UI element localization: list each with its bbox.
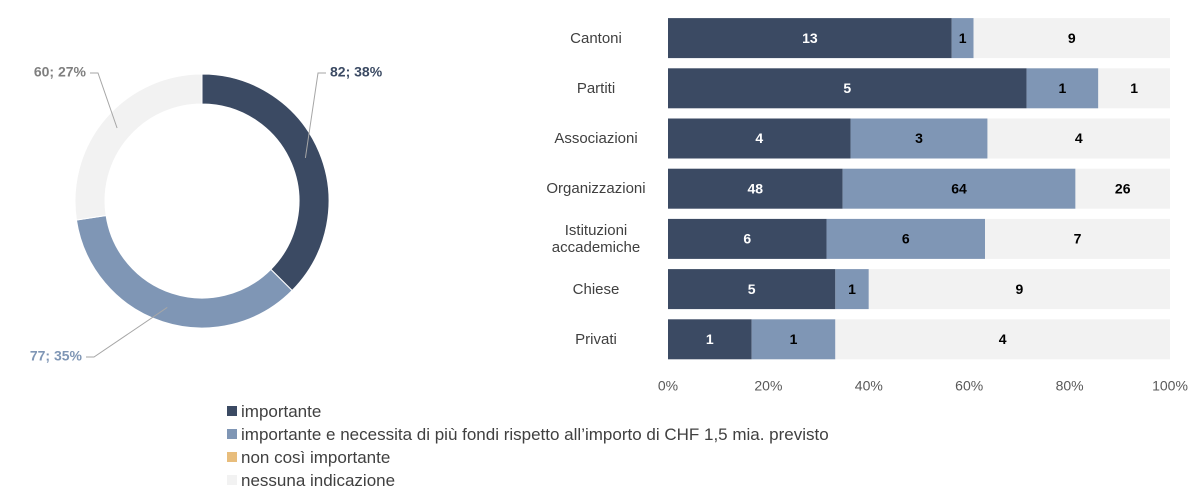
bar-segment: [668, 269, 836, 310]
x-tick-label: 20%: [754, 378, 782, 394]
bar-segment: [668, 319, 752, 360]
data-label: 4: [999, 331, 1007, 347]
bar-segment: [826, 218, 986, 259]
data-label: 6: [743, 231, 751, 247]
bar-segment: [985, 218, 1170, 259]
donut-slice: [75, 214, 293, 329]
data-label: 1: [706, 331, 714, 347]
bar-segment: [973, 18, 1170, 59]
y-tick-label: Cantoni: [570, 29, 622, 47]
bar-segment: [850, 118, 988, 159]
data-label: 60; 27%: [34, 64, 87, 80]
data-label: 9: [1016, 281, 1024, 297]
data-label: 1: [1059, 80, 1067, 96]
x-tick-label: 60%: [955, 378, 983, 394]
y-tick-label: Associazioni: [554, 130, 638, 147]
data-label: 13: [802, 30, 818, 46]
data-label: 5: [748, 281, 756, 297]
bar-segment: [668, 168, 843, 209]
legend-label: non così importante: [241, 448, 391, 467]
data-label: 1: [1130, 80, 1138, 96]
legend-label: importante e necessita di più fondi risp…: [241, 425, 829, 444]
legend-swatch: [227, 429, 237, 439]
leader-line: [304, 72, 326, 159]
data-label: 4: [1075, 130, 1083, 146]
x-tick-label: 100%: [1152, 378, 1188, 394]
data-label: 1: [848, 281, 856, 297]
legend-item: importante: [227, 403, 321, 421]
data-label: 82; 38%: [330, 64, 383, 80]
y-tick-label: Organizzazioni: [546, 180, 646, 198]
legend-swatch: [227, 406, 237, 416]
y-tick-label: Istituzioni accademiche: [551, 221, 641, 256]
x-tick-label: 80%: [1056, 378, 1084, 394]
legend-item: non così importante: [227, 449, 390, 467]
bar-segment: [842, 168, 1076, 209]
donut-slice: [201, 73, 330, 292]
bar-segment: [668, 218, 827, 259]
bar-segment: [951, 18, 974, 59]
data-label: 1: [959, 30, 967, 46]
bar-segment: [868, 269, 1170, 310]
data-label: 3: [915, 130, 923, 146]
bar-segment: [1075, 168, 1170, 209]
data-label: 6: [902, 231, 910, 247]
x-tick-label: 40%: [855, 378, 883, 394]
bar-segment: [1098, 68, 1170, 109]
data-label: 4: [755, 130, 763, 146]
y-tick-label: Partiti: [576, 79, 616, 97]
donut-slice: [74, 73, 203, 221]
legend-item: nessuna indicazione: [227, 472, 395, 488]
bar-segment: [835, 269, 869, 310]
bar-segment: [668, 68, 1027, 109]
leader-line: [86, 307, 168, 358]
legend-swatch: [227, 475, 237, 485]
bar-segment: [835, 319, 1170, 360]
bar-segment: [1026, 68, 1099, 109]
bar-segment: [668, 118, 851, 159]
leader-line: [90, 72, 118, 129]
data-label: 5: [843, 80, 851, 96]
data-label: 26: [1115, 180, 1131, 196]
data-label: 9: [1068, 30, 1076, 46]
legend-item: importante e necessita di più fondi risp…: [227, 426, 829, 444]
legend-label: nessuna indicazione: [241, 471, 396, 488]
y-tick-label: Chiese: [572, 280, 620, 298]
data-label: 48: [748, 180, 764, 196]
legend-label: importante: [241, 402, 322, 421]
x-tick-label: 0%: [658, 378, 678, 394]
data-label: 1: [790, 331, 798, 347]
data-label: 77; 35%: [30, 348, 83, 364]
data-label: 64: [951, 180, 967, 196]
data-label: 7: [1074, 231, 1082, 247]
legend-swatch: [227, 452, 237, 462]
bar-segment: [668, 18, 952, 59]
bar-segment: [987, 118, 1170, 159]
bar-segment: [751, 319, 836, 360]
y-tick-label: Privati: [575, 330, 617, 348]
